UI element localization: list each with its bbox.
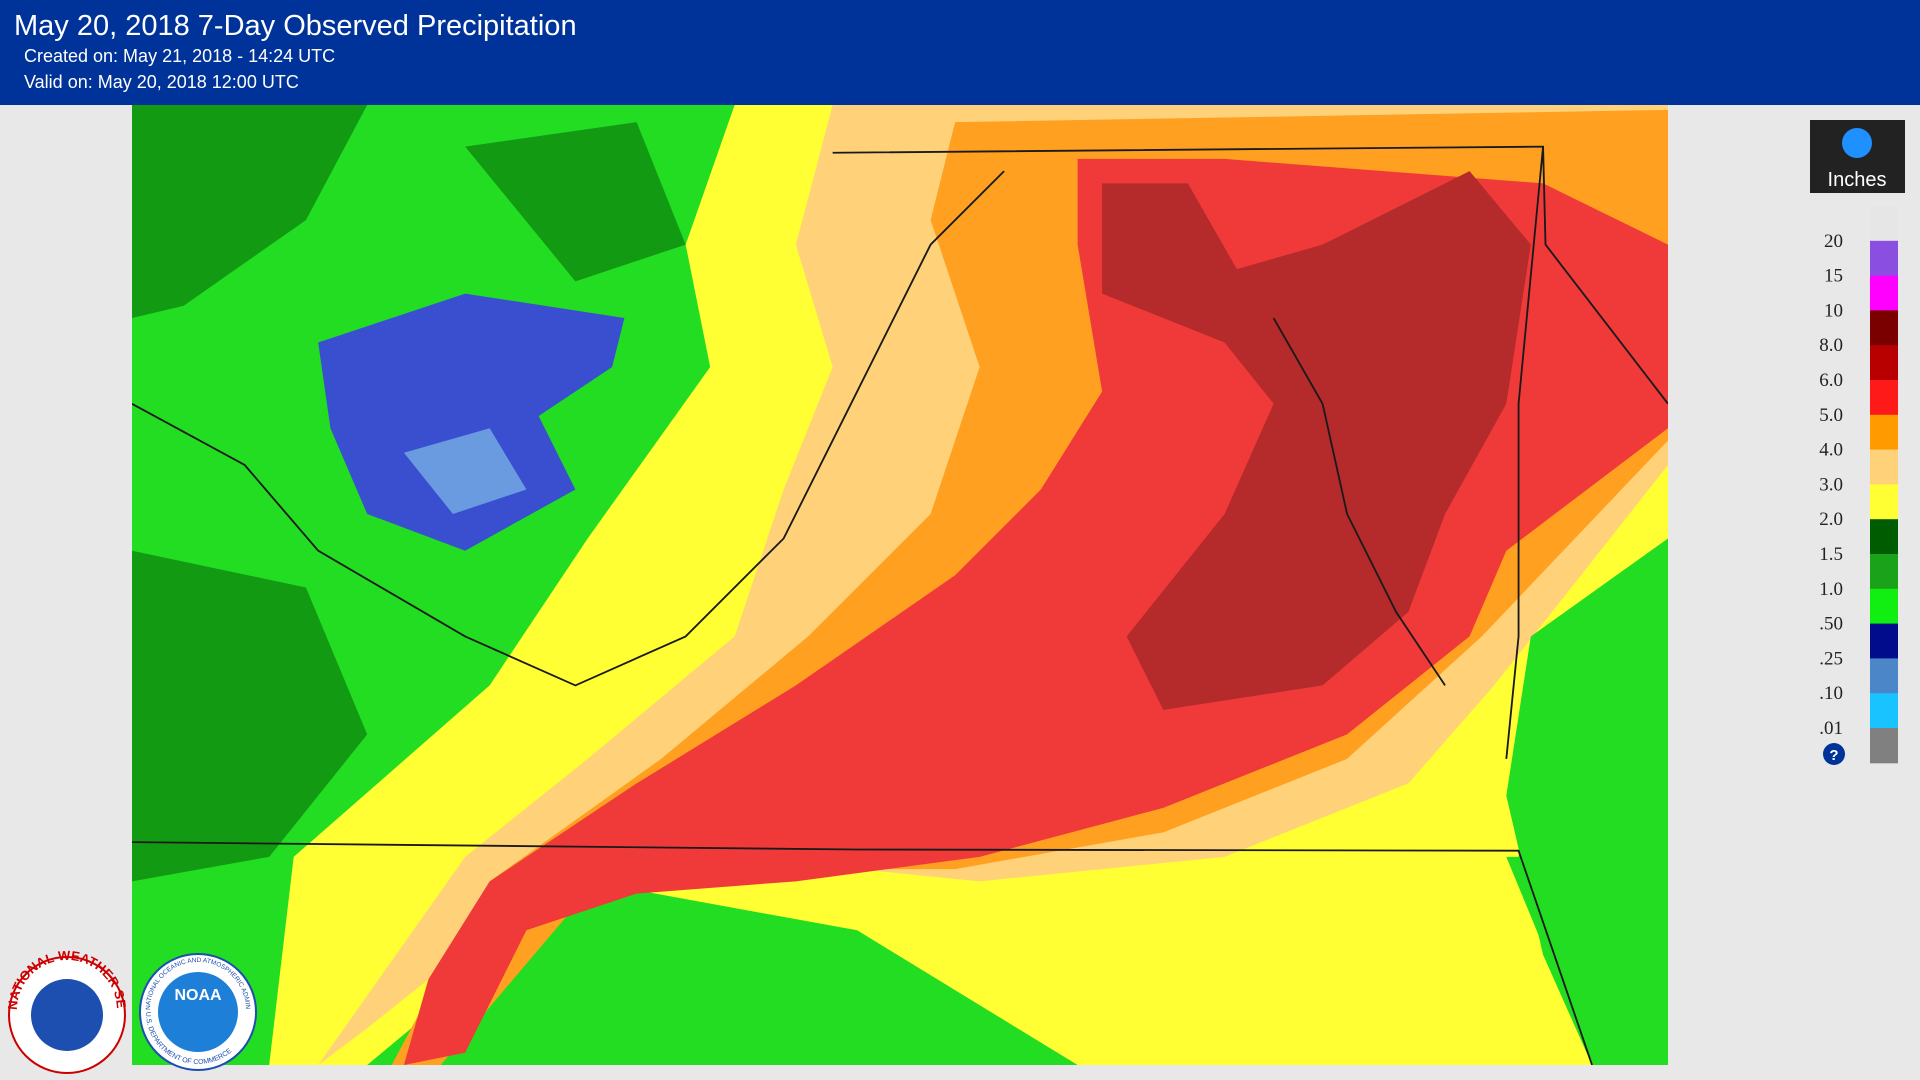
legend-swatch — [1870, 275, 1898, 311]
legend-swatch — [1870, 554, 1898, 590]
legend-label: .25 — [1819, 648, 1843, 669]
legend-swatch — [1870, 519, 1898, 555]
legend-swatch — [1870, 623, 1898, 659]
legend-label: 15 — [1824, 266, 1843, 287]
legend-swatch — [1870, 449, 1898, 485]
legend-swatch — [1870, 728, 1898, 764]
title: May 20, 2018 7-Day Observed Precipitatio… — [14, 10, 577, 42]
legend-label: 4.0 — [1819, 440, 1843, 461]
borders — [132, 145, 1668, 1065]
legend-swatch — [1870, 658, 1898, 694]
nws-text: NATIONAL WEATHER SERVICE — [0, 0, 129, 1010]
legend-swatch — [1870, 693, 1898, 729]
legend-label: .01 — [1819, 718, 1843, 739]
legend-swatch — [1870, 240, 1898, 277]
legend-label: 3.0 — [1819, 474, 1843, 495]
legend-label: 1.0 — [1819, 579, 1843, 600]
map — [132, 105, 1668, 1065]
legend-swatch — [1870, 414, 1898, 451]
legend-unit: Inches — [1828, 169, 1887, 191]
legend-swatch — [1870, 588, 1898, 625]
nws-center — [31, 979, 103, 1051]
nws-label: NATIONAL WEATHER SERVICE — [0, 0, 129, 1010]
valid-text: Valid on: May 20, 2018 12:00 UTC — [24, 72, 299, 92]
legend-label: 2.0 — [1819, 509, 1843, 530]
noaa-center — [158, 972, 238, 1052]
noaa-text: NOAA — [174, 987, 222, 1004]
zone-lightblue — [403, 428, 527, 514]
help-text[interactable]: ? — [1829, 747, 1838, 764]
legend-label: 10 — [1824, 300, 1843, 321]
legend-label: .10 — [1819, 683, 1843, 704]
legend-label: 1.5 — [1819, 544, 1843, 565]
legend-swatch — [1870, 380, 1898, 416]
help-button[interactable] — [1823, 743, 1845, 765]
legend-label: 5.0 — [1819, 405, 1843, 426]
legend-swatch — [1870, 345, 1898, 381]
legend-label: .50 — [1819, 614, 1843, 635]
legend-swatch — [1870, 206, 1898, 242]
legend-swatch — [1870, 484, 1898, 520]
nws-logo: NATIONAL WEATHER SERVICE — [0, 0, 129, 1074]
noaa-icon — [1842, 128, 1872, 158]
legend: Inches 20 15 10 8.0 6.0 5.0 4.0 3.0 2.0 1.5 1.0 .50… — [1810, 120, 1905, 765]
legend-label: 8.0 — [1819, 335, 1843, 356]
zone-blue — [318, 293, 625, 551]
legend-swatch — [1870, 310, 1898, 346]
legend-label: 6.0 — [1819, 370, 1843, 391]
created-text: Created on: May 21, 2018 - 14:24 UTC — [24, 46, 335, 66]
header-bar — [0, 0, 1920, 105]
legend-label: 20 — [1824, 231, 1843, 252]
zone-6in — [1102, 171, 1531, 710]
